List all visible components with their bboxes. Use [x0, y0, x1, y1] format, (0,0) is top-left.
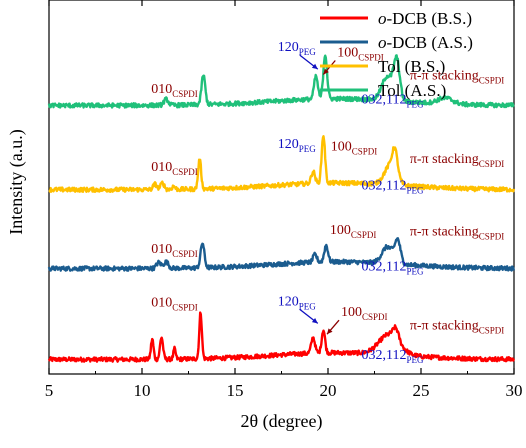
annotation-arrowhead — [311, 318, 318, 324]
peak-annotation: 032,112PEG — [361, 179, 423, 196]
peak-annotation-sub: CSPDI — [479, 326, 505, 336]
series-line — [47, 54, 515, 109]
peak-annotation-sub: PEG — [299, 47, 317, 57]
legend-label-italic: o — [378, 9, 387, 28]
peak-annotation: 120PEG — [278, 137, 317, 154]
peak-annotation-label: π-π stacking — [410, 224, 479, 239]
legend: o-DCB (B.S.)o-DCB (A.S.)Tol (B.S.)Tol (A… — [320, 9, 473, 100]
x-tick-label: 30 — [506, 381, 523, 400]
x-tick-label: 5 — [45, 381, 54, 400]
peak-annotation: 100CSPDI — [331, 140, 378, 157]
peak-annotation-label: 100 — [337, 46, 358, 61]
legend-label-text: Tol (B.S.) — [378, 57, 445, 76]
legend-label-text: Tol (A.S.) — [378, 81, 446, 100]
peak-annotation: π-π stackingCSPDI — [410, 319, 504, 336]
peak-annotation: π-π stackingCSPDI — [410, 152, 504, 169]
series-group — [47, 54, 515, 363]
peak-annotation-sub: CSPDI — [172, 303, 198, 313]
peak-annotation: 100CSPDI — [341, 305, 388, 322]
peak-annotation-sub: PEG — [406, 100, 424, 110]
peak-annotation-sub: CSPDI — [362, 312, 388, 322]
peak-annotation-sub: CSPDI — [479, 75, 505, 85]
legend-label: Tol (B.S.) — [378, 57, 445, 76]
peak-annotation-sub: PEG — [299, 144, 317, 154]
peak-annotation-label: π-π stacking — [410, 152, 479, 167]
x-axis-ticks: 5 10 15 20 25 30 — [45, 0, 523, 400]
legend-label: o-DCB (B.S.) — [378, 9, 472, 28]
peak-annotation-sub: PEG — [299, 301, 317, 311]
x-tick-label: 15 — [227, 381, 244, 400]
annotation-arrowhead — [327, 328, 333, 335]
peak-annotation-label: 010 — [151, 160, 172, 175]
peak-annotation-sub: CSPDI — [479, 159, 505, 169]
peak-annotation: 120PEG — [278, 294, 317, 311]
annotation-arrowhead — [323, 68, 329, 75]
peak-annotation-sub: PEG — [406, 355, 424, 365]
series-line — [47, 311, 515, 363]
peak-annotation-label: 010 — [151, 82, 172, 97]
peak-annotation: 010CSPDI — [151, 82, 198, 99]
peak-annotation: 010CSPDI — [151, 160, 198, 177]
peak-annotation: 010CSPDI — [151, 296, 198, 313]
peak-annotation-label: 032,112 — [361, 259, 406, 274]
peak-annotation-label: 010 — [151, 242, 172, 257]
peak-annotation-sub: CSPDI — [172, 167, 198, 177]
legend-label: Tol (A.S.) — [378, 81, 446, 100]
peak-annotation-label: 032,112 — [361, 348, 406, 363]
peak-annotation-label: 010 — [151, 296, 172, 311]
peak-annotation: π-π stackingCSPDI — [410, 224, 504, 241]
peak-annotation: 100CSPDI — [330, 223, 377, 240]
series-line — [48, 135, 515, 194]
series-line — [47, 237, 515, 272]
legend-label-italic: o — [378, 33, 387, 52]
peak-annotation-label: 032,112 — [361, 179, 406, 194]
peak-annotation: 100CSPDI — [337, 46, 384, 63]
peak-annotation: 032,112PEG — [361, 348, 423, 365]
peak-annotation-label: 120 — [278, 137, 299, 152]
peak-annotation-label: 120 — [278, 294, 299, 309]
peak-annotation-label: 032,112 — [361, 93, 406, 108]
peak-annotation-label: π-π stacking — [410, 319, 479, 334]
peak-annotation-sub: CSPDI — [351, 230, 377, 240]
x-tick-label: 20 — [320, 381, 337, 400]
peak-annotation-sub: CSPDI — [479, 231, 505, 241]
x-axis-label: 2θ (degree) — [240, 411, 322, 432]
peak-annotation: 010CSPDI — [151, 242, 198, 259]
x-tick-label: 25 — [413, 381, 430, 400]
peak-annotation-sub: CSPDI — [172, 249, 198, 259]
peak-annotation-sub: CSPDI — [352, 147, 378, 157]
peak-annotation-label: 120 — [278, 40, 299, 55]
peak-annotation-label: 100 — [331, 140, 352, 155]
legend-label-text: -DCB (B.S.) — [387, 9, 472, 28]
peak-annotation-sub: PEG — [406, 266, 424, 276]
peak-annotation: π-π stackingCSPDI — [410, 68, 504, 85]
legend-label-text: -DCB (A.S.) — [387, 33, 473, 52]
peak-annotation: 032,112PEG — [361, 93, 423, 110]
legend-label: o-DCB (A.S.) — [378, 33, 473, 52]
x-tick-label: 10 — [134, 381, 151, 400]
peak-annotation-label: π-π stacking — [410, 68, 479, 83]
peak-annotation-sub: CSPDI — [172, 89, 198, 99]
peak-annotation: 120PEG — [278, 40, 317, 57]
peak-annotation-label: 100 — [341, 305, 362, 320]
annotation-arrowhead — [311, 63, 318, 70]
peak-annotation-sub: CSPDI — [358, 53, 384, 63]
peak-annotation: 032,112PEG — [361, 259, 423, 276]
peak-annotation-label: 100 — [330, 223, 351, 238]
peak-annotation-sub: PEG — [406, 186, 424, 196]
y-axis-label: Intensity (a.u.) — [6, 129, 27, 234]
